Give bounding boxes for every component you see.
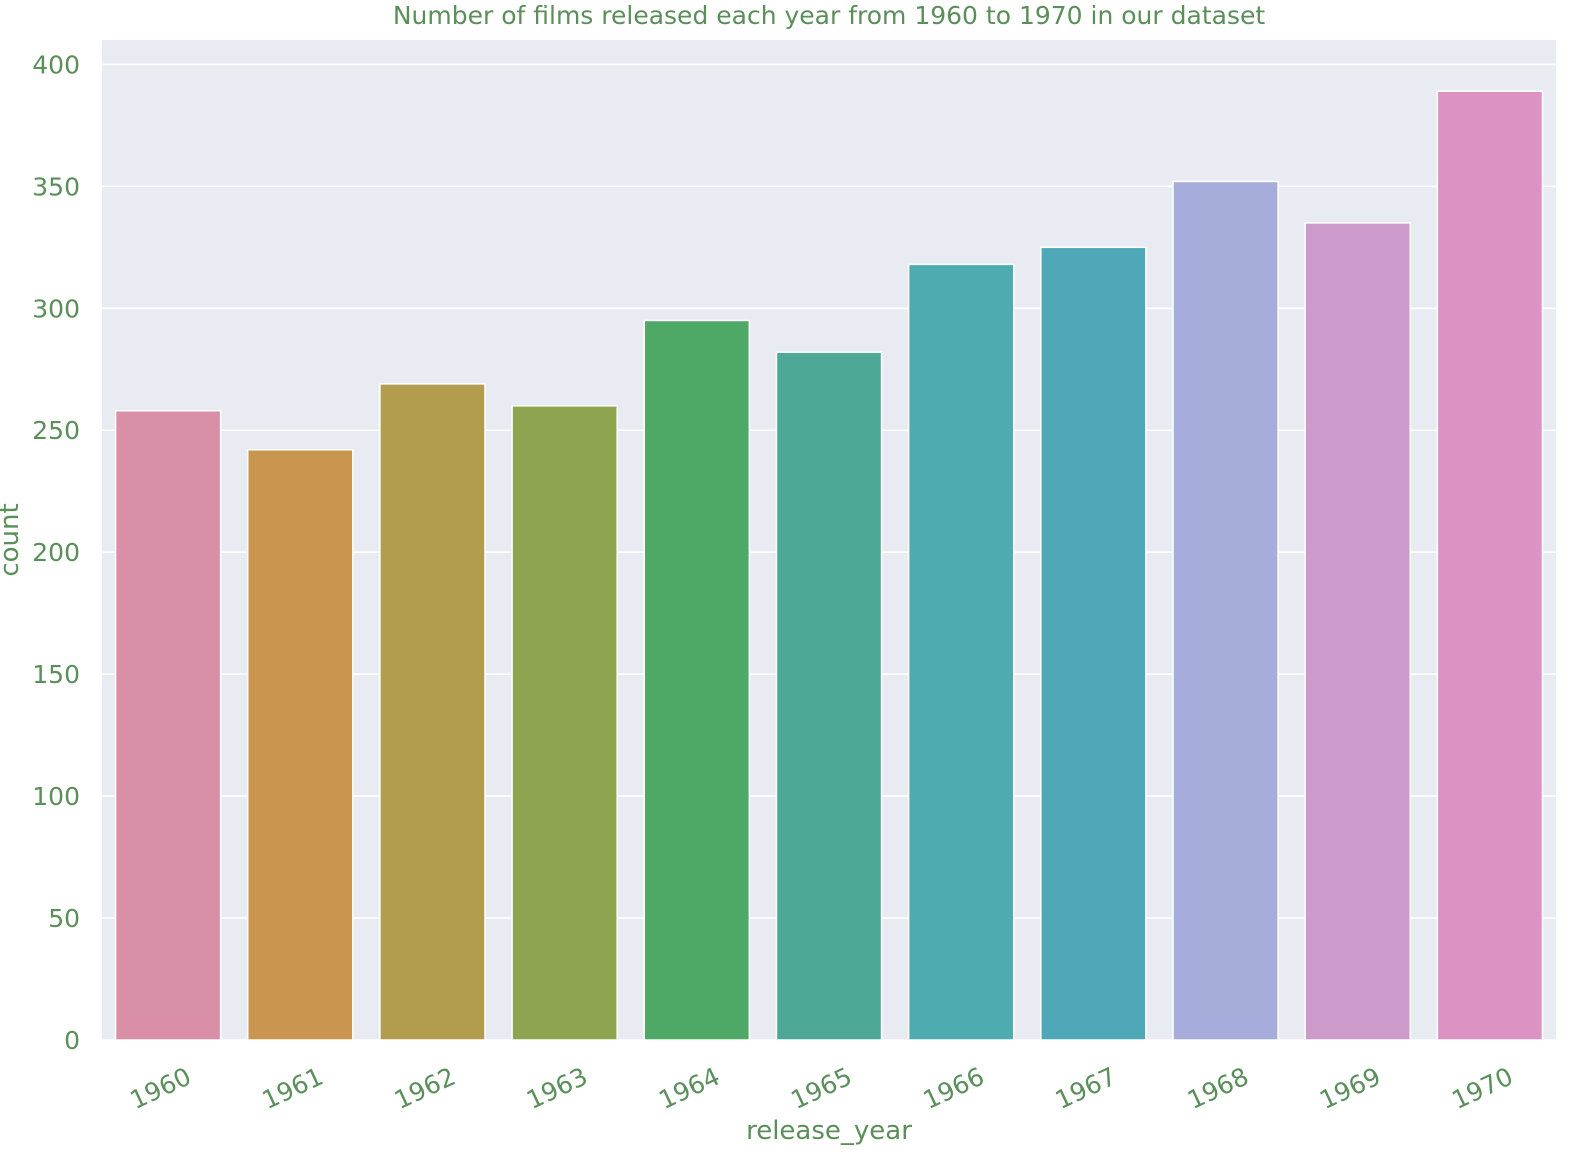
x-tick-label: 1964 bbox=[654, 1062, 724, 1115]
x-tick-label: 1967 bbox=[1051, 1062, 1121, 1115]
bar-1966 bbox=[907, 263, 1015, 1041]
x-axis-label: release_year bbox=[746, 1116, 912, 1146]
x-tick-label: 1969 bbox=[1315, 1062, 1385, 1115]
x-tick-label: 1968 bbox=[1183, 1062, 1253, 1115]
x-tick-label: 1960 bbox=[126, 1062, 196, 1115]
bar-1962 bbox=[379, 383, 486, 1041]
y-tick-label: 250 bbox=[32, 416, 80, 445]
y-axis-label: count bbox=[0, 503, 25, 576]
x-tick-label: 1961 bbox=[258, 1062, 328, 1115]
bars bbox=[114, 90, 1544, 1041]
bar-1965 bbox=[775, 351, 883, 1041]
y-tick-label: 150 bbox=[32, 660, 80, 689]
y-tick-label: 200 bbox=[32, 538, 80, 567]
y-tick-label: 50 bbox=[48, 904, 80, 933]
y-tick-label: 350 bbox=[32, 172, 80, 201]
x-tick-label: 1963 bbox=[522, 1062, 592, 1115]
x-tick-label: 1962 bbox=[390, 1062, 460, 1115]
y-tick-labels: 0 50 100 150 200 250 300 350 400 bbox=[32, 50, 80, 1055]
bar-1970 bbox=[1436, 90, 1544, 1041]
y-tick-label: 400 bbox=[32, 50, 80, 79]
bar-1968 bbox=[1172, 180, 1279, 1041]
bar-1964 bbox=[643, 319, 751, 1041]
y-tick-label: 0 bbox=[64, 1026, 80, 1055]
bar-1963 bbox=[511, 405, 618, 1041]
bar-1961 bbox=[246, 449, 354, 1041]
x-tick-label: 1965 bbox=[786, 1062, 856, 1115]
y-tick-label: 100 bbox=[32, 782, 80, 811]
chart-title: Number of films released each year from … bbox=[393, 1, 1266, 30]
y-tick-label: 300 bbox=[32, 294, 80, 323]
x-tick-label: 1970 bbox=[1447, 1062, 1517, 1115]
bar-1967 bbox=[1040, 246, 1147, 1041]
bar-1969 bbox=[1304, 222, 1412, 1041]
x-tick-label: 1966 bbox=[919, 1062, 989, 1115]
bar-1960 bbox=[114, 409, 222, 1041]
x-tick-labels: 1960 1961 1962 1963 1964 1965 1966 1967 1968 1969… bbox=[126, 1062, 1518, 1115]
